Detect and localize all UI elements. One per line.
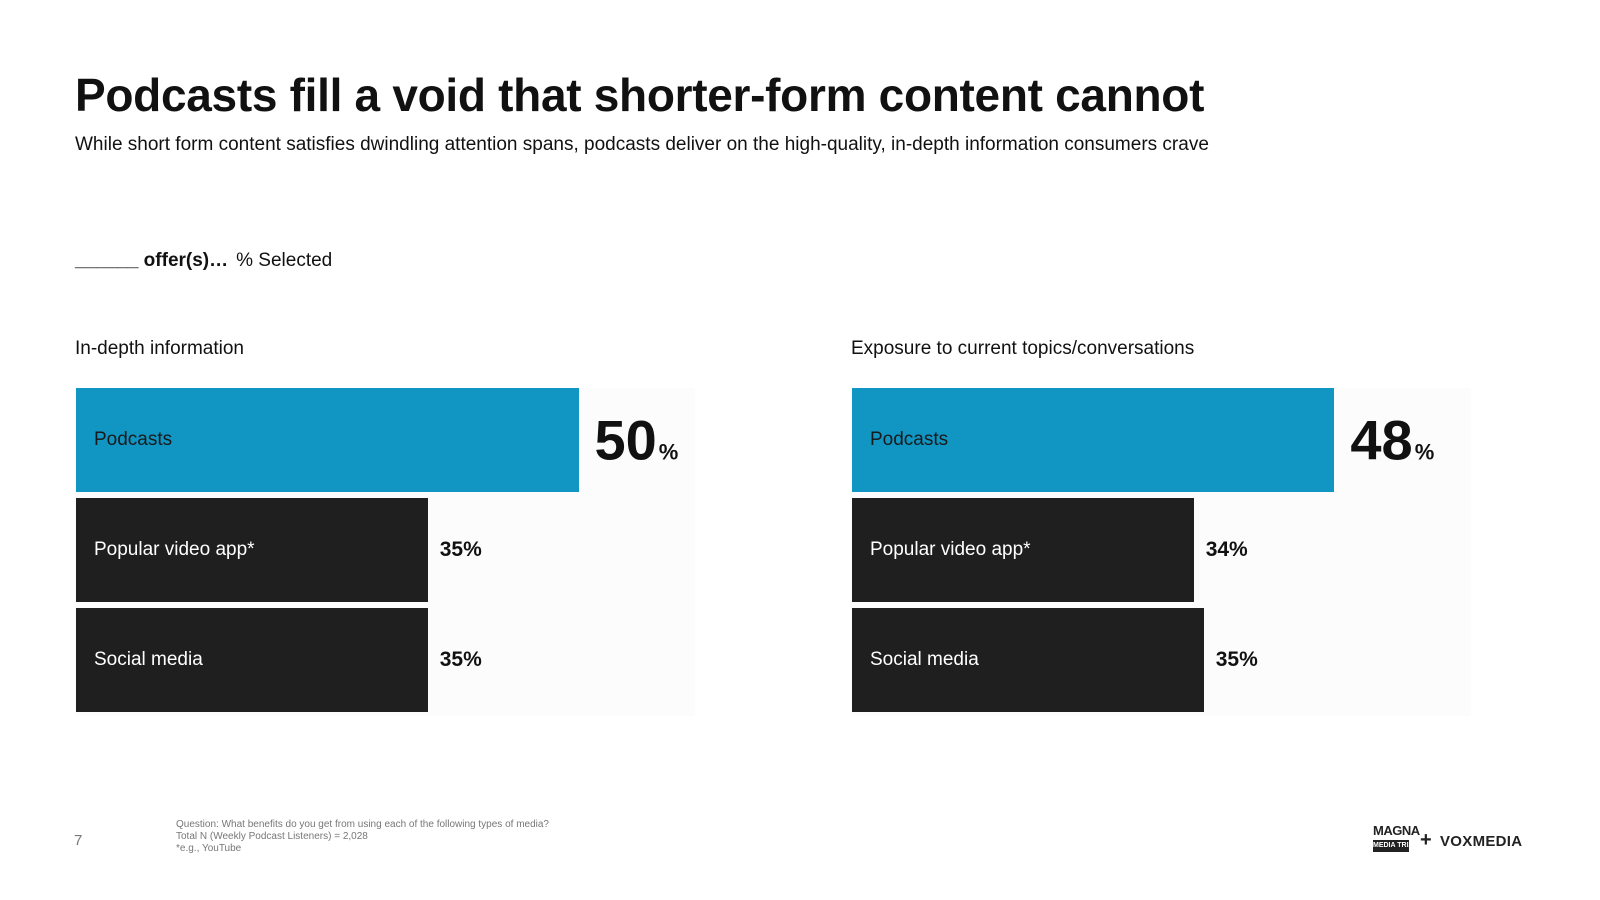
logo-plus-sign: +: [1420, 829, 1432, 851]
data-label: 48%: [1350, 408, 1434, 473]
footnote-sample: Total N (Weekly Podcast Listeners) = 2,0…: [176, 831, 368, 842]
footnote-example: *e.g., YouTube: [176, 843, 242, 854]
chart-panel-in-depth: In-depth information Podcasts 50% Popular …: [75, 338, 775, 738]
question-label: ______ offer(s)… % Selected: [75, 250, 332, 272]
bar-popular-video-app: Popular video app*: [852, 498, 1194, 602]
bar-label: Podcasts: [870, 429, 949, 450]
question-normal-text: % Selected: [236, 250, 333, 271]
chart-title: In-depth information: [75, 338, 244, 359]
data-label: 50%: [595, 408, 679, 473]
bar-chart: Podcasts 48% Popular video app* 34% Social m…: [851, 388, 1551, 718]
bar-popular-video-app: Popular video app*: [76, 498, 428, 602]
data-label: 34%: [1205, 538, 1248, 561]
bar-social-media: Social media: [852, 608, 1204, 712]
question-bold-text: ______ offer(s)…: [75, 250, 229, 271]
bar-social-media: Social media: [76, 608, 428, 712]
data-label-unit: %: [658, 439, 679, 465]
chart-panel-exposure: Exposure to current topics/conversations…: [851, 338, 1551, 738]
voxmedia-logo: VOXMEDIA: [1440, 833, 1523, 850]
data-label: 35%: [439, 538, 482, 561]
bar-podcasts: Podcasts: [852, 388, 1335, 492]
data-label-number: 50: [594, 408, 657, 472]
magna-logo: MAGNA MEDIA TRIALS: [1373, 823, 1420, 857]
bar-label: Popular video app*: [94, 539, 255, 560]
footnotes: Question: What benefits do you get from …: [176, 819, 549, 855]
bar-label: Podcasts: [94, 429, 173, 450]
page-number: 7: [74, 832, 83, 849]
data-label-number: 48: [1350, 408, 1413, 472]
bar-label: Popular video app*: [870, 539, 1031, 560]
bar-label: Social media: [870, 649, 979, 670]
data-label: 35%: [439, 648, 482, 671]
page-subtitle: While short form content satisfies dwind…: [75, 134, 1209, 155]
magna-logo-subtitle: MEDIA TRIALS: [1373, 840, 1409, 852]
data-label: 35%: [1215, 648, 1258, 671]
bar-chart: Podcasts 50% Popular video app* 35% Social m…: [75, 388, 775, 718]
bar-label: Social media: [94, 649, 203, 670]
chart-title: Exposure to current topics/conversations: [851, 338, 1195, 359]
data-label-unit: %: [1414, 439, 1435, 465]
magna-logo-wordmark: MAGNA: [1373, 823, 1420, 838]
bar-podcasts: Podcasts: [76, 388, 579, 492]
footnote-question: Question: What benefits do you get from …: [176, 819, 549, 830]
page-title: Podcasts fill a void that shorter-form c…: [75, 69, 1205, 121]
